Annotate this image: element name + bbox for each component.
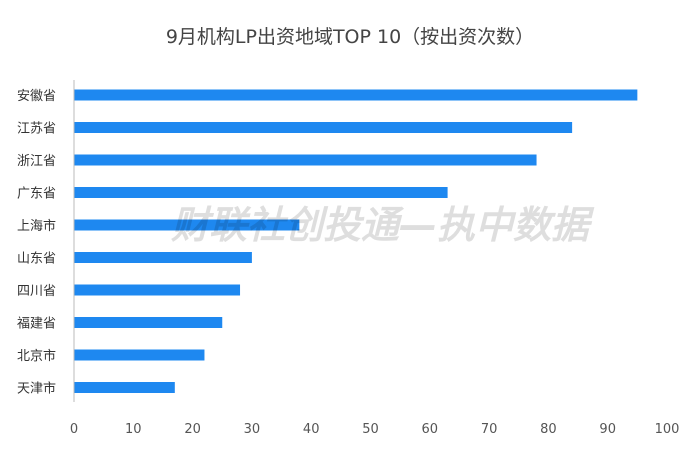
x-tick-label: 40	[303, 422, 320, 437]
category-label: 四川省	[17, 284, 56, 299]
x-tick-label: 30	[244, 422, 261, 437]
category-label: 北京市	[17, 348, 56, 364]
x-tick-label: 20	[184, 422, 201, 437]
bar	[74, 284, 241, 296]
bar	[74, 317, 223, 328]
category-label: 山东省	[17, 252, 56, 267]
category-label: 安徽省	[17, 89, 56, 104]
x-tick-label: 90	[599, 422, 616, 437]
category-label: 上海市	[17, 218, 56, 234]
chart-title: 9月机构LP出资地域TOP 10（按出资次数）	[166, 26, 534, 48]
x-tick-label: 80	[540, 422, 557, 437]
bar	[74, 219, 300, 231]
x-tick-label: 100	[655, 422, 680, 437]
category-label: 江苏省	[17, 121, 56, 137]
category-label: 广东省	[17, 187, 56, 202]
bar	[74, 89, 638, 101]
category-label: 福建省	[17, 317, 56, 332]
x-axis: 0 10 20 30 40 50 60 70 80 90 100	[70, 80, 680, 437]
x-tick-label: 70	[481, 422, 498, 437]
bar	[74, 252, 252, 263]
category-label: 天津市	[17, 381, 56, 397]
category-label: 浙江省	[17, 154, 56, 169]
bar	[74, 187, 448, 198]
x-tick-label: 0	[70, 422, 78, 437]
bar	[74, 154, 537, 166]
x-tick-label: 60	[422, 422, 439, 437]
watermark-text: 财联社创投通—执中数据	[171, 203, 595, 247]
bar	[74, 349, 205, 361]
x-tick-label: 50	[362, 422, 379, 437]
bar	[74, 382, 175, 393]
x-tick-label: 10	[125, 422, 142, 437]
bar	[74, 122, 573, 133]
